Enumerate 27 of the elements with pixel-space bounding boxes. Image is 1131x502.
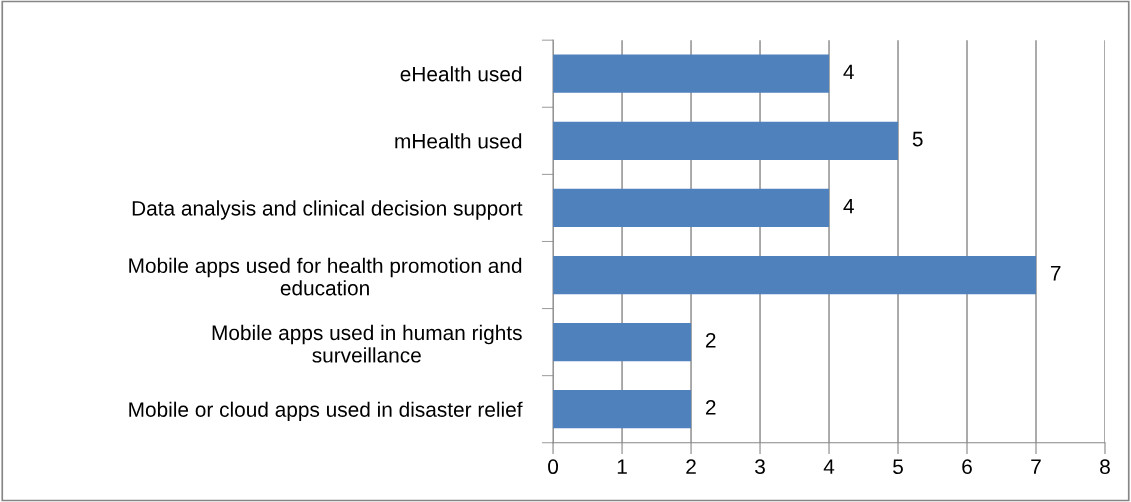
x-tick-label: 0	[548, 459, 559, 475]
x-tick-label: 6	[962, 459, 972, 475]
x-tick-label: 3	[755, 459, 765, 475]
data-label: 7	[1050, 266, 1061, 281]
bar	[553, 322, 692, 362]
bar	[553, 54, 830, 93]
bar	[553, 188, 830, 228]
x-tick-label: 7	[1031, 459, 1041, 474]
bar	[553, 121, 899, 160]
x-tick-label: 4	[823, 459, 835, 474]
x-tick-label: 1	[617, 459, 627, 474]
data-label: 5	[912, 131, 923, 147]
y-tick-label: mHealth used	[395, 133, 522, 149]
data-label: 2	[705, 332, 716, 348]
data-label: 2	[705, 400, 716, 415]
data-label: 4	[843, 64, 854, 80]
y-tick-label: Mobile apps used in human rights surveillance	[212, 324, 522, 363]
y-tick-label: Mobile or cloud apps used in disaster relief	[129, 401, 523, 422]
y-tick-label: Data analysis and clinical decision support	[132, 200, 523, 220]
bar	[553, 390, 692, 429]
bar	[553, 255, 1036, 295]
data-label: 4	[843, 198, 854, 214]
y-tick-label: eHealth used	[400, 66, 522, 82]
x-tick-label: 8	[1100, 459, 1110, 475]
x-tick-label: 2	[686, 459, 696, 474]
y-tick-label: Mobile apps used for health promotion and education	[129, 257, 522, 296]
x-tick-label: 5	[893, 459, 903, 475]
